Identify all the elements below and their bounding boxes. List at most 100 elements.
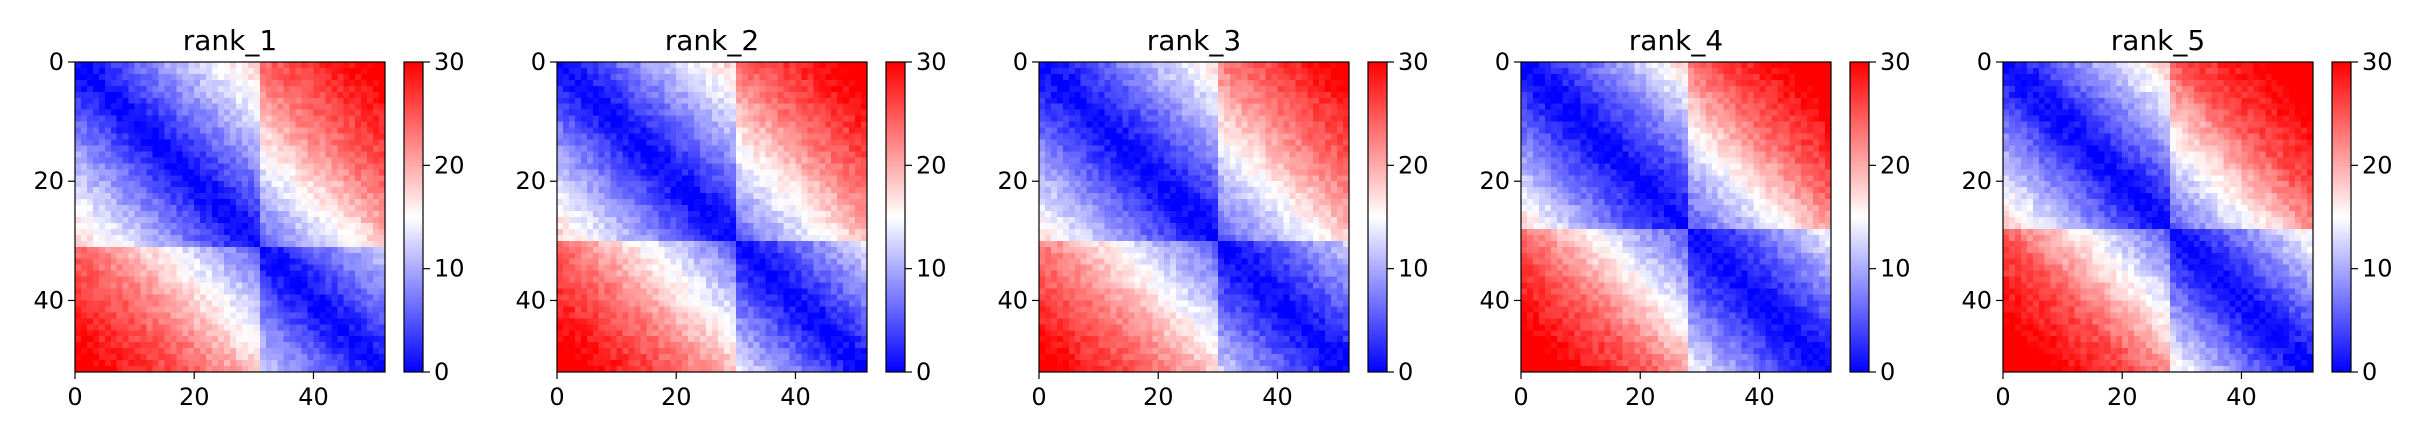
heatmap-cell [242,80,248,86]
heatmap-cell [236,229,242,235]
heatmap-cell [153,271,159,277]
heatmap-cell [373,187,379,193]
heatmap-cell [308,360,314,366]
heatmap-cell [694,104,700,110]
heatmap-cell [617,223,623,229]
heatmap-cell [224,157,230,163]
heatmap-cell [129,134,135,140]
heatmap-cell [581,151,587,157]
heatmap-cell [724,151,730,157]
heatmap-cell [272,86,278,92]
heatmap-cell [807,306,813,312]
heatmap-cell [629,235,635,241]
heatmap-cell [706,241,712,247]
heatmap-cell [813,104,819,110]
heatmap-cell [319,122,325,128]
heatmap-cell [599,98,605,104]
heatmap-cell [718,181,724,187]
heatmap-cell [581,128,587,134]
heatmap-cell [182,104,188,110]
heatmap-cell [569,163,575,169]
heatmap-cell [807,193,813,199]
heatmap-cell [754,295,760,301]
heatmap-cell [778,181,784,187]
heatmap-cell [141,295,147,301]
heatmap-cell [105,306,111,312]
heatmap-cell [563,312,569,318]
heatmap-cell [218,128,224,134]
heatmap-cell [147,253,153,259]
heatmap-cell [158,145,164,151]
heatmap-cell [260,145,266,151]
heatmap-cell [557,229,563,235]
heatmap-cell [182,140,188,146]
heatmap-cell [81,300,87,306]
heatmap-cell [194,300,200,306]
heatmap-cell [230,199,236,205]
heatmap-cell [676,169,682,175]
heatmap-cell [141,318,147,324]
heatmap-cell [635,283,641,289]
heatmap-cell [158,324,164,330]
heatmap-cell [81,110,87,116]
heatmap-cell [825,187,831,193]
heatmap-cell [242,151,248,157]
heatmap-cell [313,247,319,253]
heatmap-cell [325,104,331,110]
heatmap-cell [81,342,87,348]
heatmap-cell [99,271,105,277]
heatmap-cell [652,181,658,187]
heatmap-cell [563,295,569,301]
heatmap-cell [712,169,718,175]
heatmap-cell [367,247,373,253]
heatmap-cell [795,128,801,134]
heatmap-cell [266,169,272,175]
heatmap-cell [742,289,748,295]
heatmap-cell [343,157,349,163]
heatmap-cell [670,205,676,211]
heatmap-cell [700,68,706,74]
heatmap-cell [849,181,855,187]
heatmap-cell [748,169,754,175]
heatmap-cell [194,318,200,324]
heatmap-cell [801,241,807,247]
heatmap-cell [302,271,308,277]
heatmap-cell [837,62,843,68]
heatmap-cell [772,140,778,146]
heatmap-cell [81,175,87,181]
heatmap-cell [87,277,93,283]
heatmap-cell [664,92,670,98]
heatmap-cell [272,324,278,330]
heatmap-cell [557,247,563,253]
heatmap-cell [629,199,635,205]
heatmap-cell [593,306,599,312]
heatmap-cell [176,330,182,336]
heatmap-cell [224,145,230,151]
heatmap-cell [224,306,230,312]
heatmap-cell [599,223,605,229]
heatmap-cell [290,116,296,122]
heatmap-cell [694,253,700,259]
heatmap-cell [164,259,170,265]
heatmap-cell [646,128,652,134]
heatmap-cell [296,134,302,140]
heatmap-cell [646,247,652,253]
heatmap-cell [676,253,682,259]
heatmap-cell [682,74,688,80]
heatmap-cell [176,62,182,68]
heatmap-cell [605,241,611,247]
heatmap-cell [760,241,766,247]
heatmap-cell [248,211,254,217]
heatmap-cell [736,306,742,312]
heatmap-cell [772,175,778,181]
heatmap-cell [260,92,266,98]
heatmap-cell [581,223,587,229]
heatmap-cell [206,211,212,217]
heatmap-cell [75,181,81,187]
heatmap-cell [706,300,712,306]
heatmap-cell [593,312,599,318]
heatmap-cell [623,318,629,324]
heatmap-cell [123,295,129,301]
heatmap-cell [290,342,296,348]
heatmap-cell [302,318,308,324]
